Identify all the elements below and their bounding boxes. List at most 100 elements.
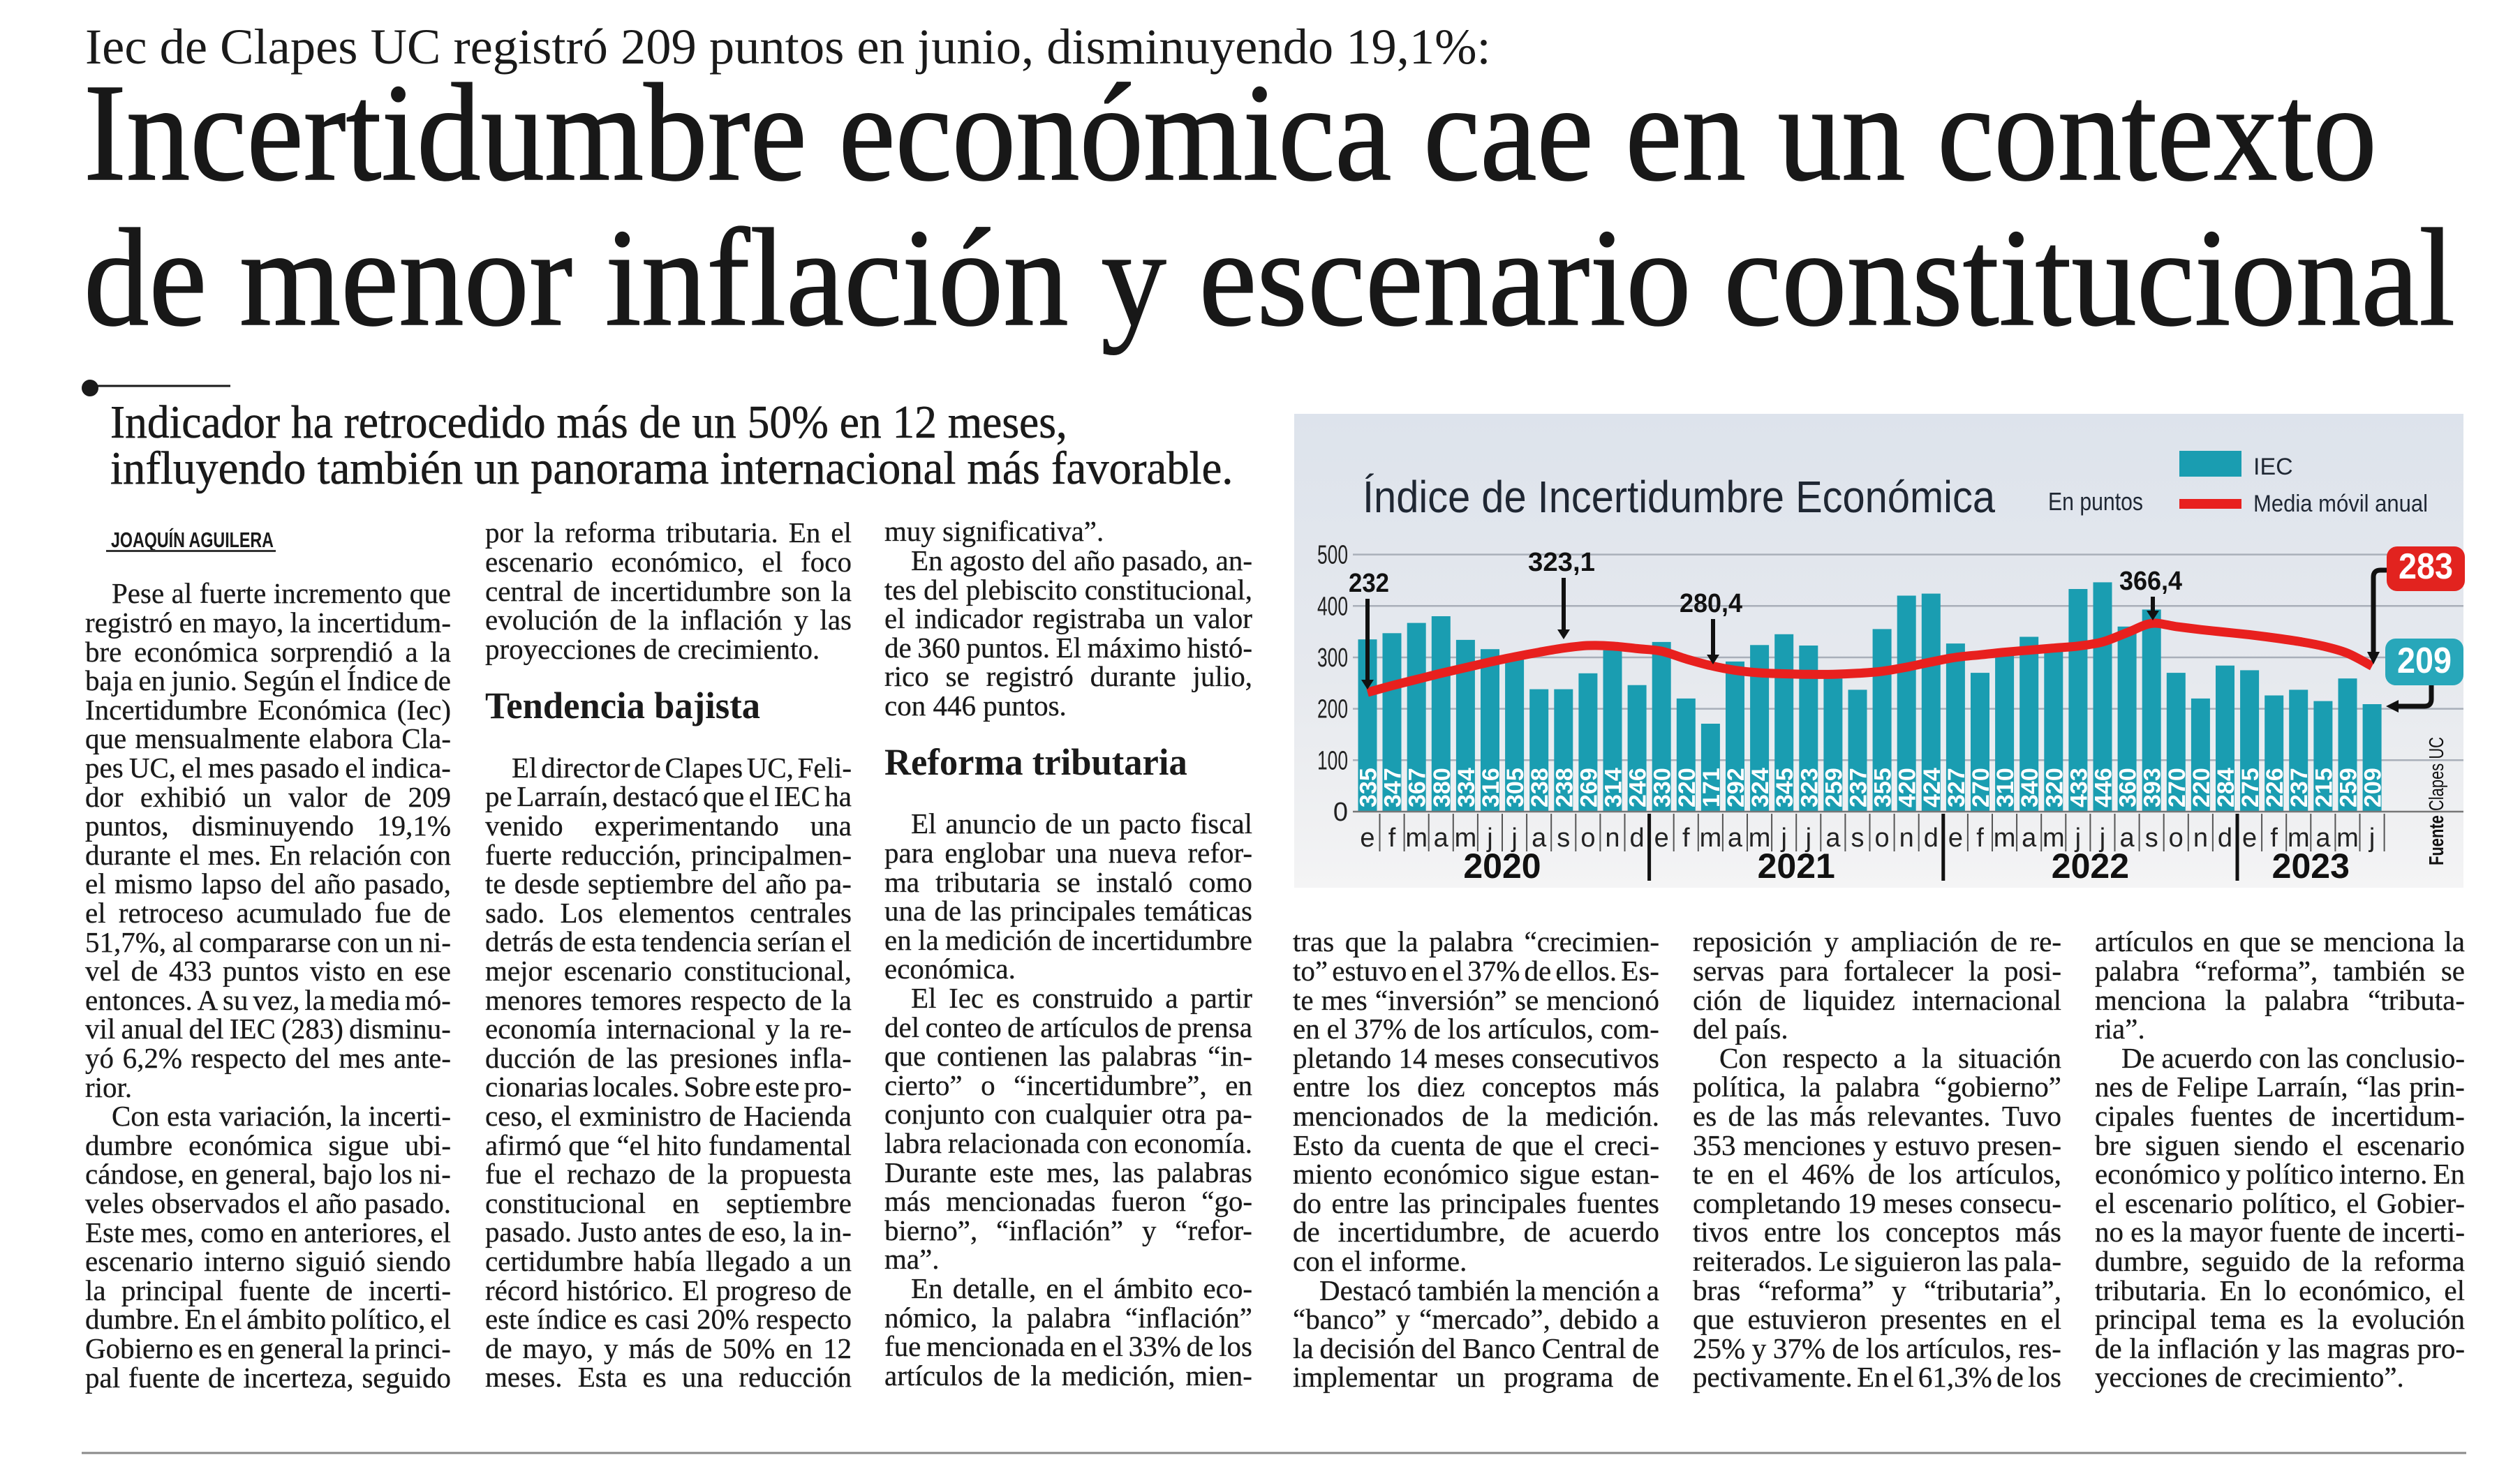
svg-text:367: 367 <box>1404 768 1431 807</box>
svg-text:f: f <box>1388 823 1396 853</box>
svg-text:300: 300 <box>1317 643 1348 673</box>
svg-text:s: s <box>2145 823 2158 853</box>
svg-text:500: 500 <box>1317 541 1348 570</box>
svg-text:2021: 2021 <box>1758 847 1835 886</box>
svg-text:d: d <box>1924 823 1939 853</box>
svg-text:171: 171 <box>1698 768 1725 807</box>
svg-text:a: a <box>1728 823 1743 853</box>
svg-text:e: e <box>1948 823 1963 853</box>
svg-text:446: 446 <box>2091 768 2117 807</box>
svg-text:100: 100 <box>1317 746 1348 775</box>
svg-text:420: 420 <box>1895 768 1921 807</box>
svg-text:334: 334 <box>1453 768 1480 807</box>
svg-text:j: j <box>1805 823 1811 853</box>
svg-text:e: e <box>1360 823 1374 853</box>
svg-text:200: 200 <box>1317 695 1348 724</box>
svg-text:232: 232 <box>1349 569 1389 598</box>
svg-text:424: 424 <box>1919 768 1945 807</box>
svg-text:327: 327 <box>1943 768 1970 807</box>
svg-text:f: f <box>1682 823 1690 853</box>
svg-text:a: a <box>1532 823 1547 853</box>
svg-text:m: m <box>1455 823 1477 853</box>
svg-text:270: 270 <box>2164 768 2191 807</box>
svg-text:m: m <box>1405 823 1428 853</box>
svg-text:o: o <box>2169 823 2184 853</box>
svg-text:283: 283 <box>2399 546 2453 587</box>
svg-text:209: 209 <box>2397 641 2452 681</box>
svg-text:m: m <box>2336 823 2359 853</box>
svg-text:m: m <box>1700 823 1722 853</box>
svg-text:d: d <box>2218 823 2232 853</box>
svg-text:n: n <box>1605 823 1620 853</box>
svg-text:347: 347 <box>1380 768 1407 807</box>
svg-text:s: s <box>1851 823 1865 853</box>
svg-text:305: 305 <box>1502 768 1529 807</box>
svg-text:j: j <box>2099 823 2105 853</box>
svg-text:433: 433 <box>2066 768 2092 807</box>
svg-text:a: a <box>2315 823 2331 853</box>
svg-text:335: 335 <box>1356 768 1382 807</box>
svg-text:380: 380 <box>1429 768 1455 807</box>
svg-text:j: j <box>1486 823 1492 853</box>
svg-text:226: 226 <box>2262 768 2288 807</box>
svg-text:m: m <box>1749 823 1771 853</box>
svg-text:323: 323 <box>1796 768 1823 807</box>
svg-text:m: m <box>1994 823 2016 853</box>
svg-text:d: d <box>1630 823 1645 853</box>
svg-text:220: 220 <box>1674 768 1700 807</box>
svg-text:m: m <box>2288 823 2310 853</box>
svg-text:a: a <box>2022 823 2037 853</box>
svg-text:2023: 2023 <box>2272 847 2350 886</box>
svg-text:320: 320 <box>2041 768 2068 807</box>
svg-text:j: j <box>1511 823 1517 853</box>
svg-text:a: a <box>1825 823 1841 853</box>
svg-text:n: n <box>2193 823 2208 853</box>
svg-text:f: f <box>1976 823 1984 853</box>
svg-text:j: j <box>1780 823 1786 853</box>
svg-text:340: 340 <box>2017 768 2043 807</box>
svg-text:360: 360 <box>2115 768 2142 807</box>
svg-text:237: 237 <box>1846 768 1872 807</box>
svg-text:a: a <box>2120 823 2135 853</box>
svg-text:259: 259 <box>2336 768 2362 807</box>
svg-text:366,4: 366,4 <box>2119 567 2182 596</box>
svg-text:0: 0 <box>1333 798 1348 827</box>
svg-text:393: 393 <box>2140 768 2166 807</box>
svg-text:292: 292 <box>1723 768 1749 807</box>
svg-text:o: o <box>1875 823 1890 853</box>
svg-text:323,1: 323,1 <box>1528 548 1595 577</box>
svg-text:j: j <box>2075 823 2081 853</box>
svg-text:270: 270 <box>1968 768 1994 807</box>
svg-text:284: 284 <box>2213 768 2239 807</box>
svg-text:209: 209 <box>2360 768 2387 807</box>
svg-text:238: 238 <box>1551 768 1578 807</box>
svg-text:Media móvil anual: Media móvil anual <box>2253 491 2428 517</box>
svg-text:m: m <box>2043 823 2065 853</box>
svg-text:330: 330 <box>1650 768 1676 807</box>
svg-text:2020: 2020 <box>1463 847 1541 886</box>
svg-text:355: 355 <box>1870 768 1897 807</box>
svg-text:400: 400 <box>1317 592 1348 621</box>
svg-text:2022: 2022 <box>2052 847 2129 886</box>
svg-text:o: o <box>1580 823 1595 853</box>
svg-text:269: 269 <box>1576 768 1602 807</box>
svg-text:259: 259 <box>1821 768 1847 807</box>
svg-text:En puntos: En puntos <box>2048 487 2143 516</box>
svg-text:215: 215 <box>2311 768 2337 807</box>
svg-text:Índice de Incertidumbre Económ: Índice de Incertidumbre Económica <box>1363 472 1995 522</box>
svg-text:280,4: 280,4 <box>1680 589 1742 618</box>
svg-text:s: s <box>1557 823 1570 853</box>
svg-text:324: 324 <box>1747 768 1774 807</box>
svg-text:j: j <box>2369 823 2375 853</box>
svg-text:310: 310 <box>1992 768 2019 807</box>
svg-text:e: e <box>1654 823 1669 853</box>
svg-text:275: 275 <box>2237 768 2264 807</box>
svg-text:246: 246 <box>1625 768 1652 807</box>
svg-text:f: f <box>2270 823 2278 853</box>
svg-text:e: e <box>2242 823 2257 853</box>
svg-text:220: 220 <box>2188 768 2215 807</box>
svg-text:a: a <box>1434 823 1449 853</box>
svg-text:Fuente Clapes UC: Fuente Clapes UC <box>2426 737 2448 865</box>
svg-text:345: 345 <box>1772 768 1798 807</box>
svg-text:316: 316 <box>1478 768 1504 807</box>
